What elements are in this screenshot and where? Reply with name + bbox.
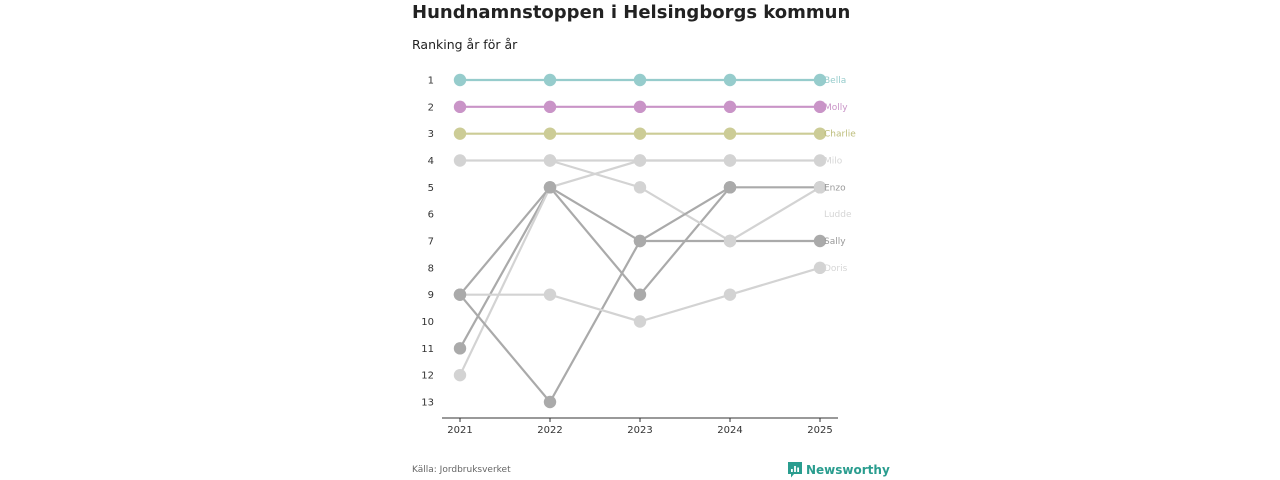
y-tick-12: 12 <box>421 371 434 382</box>
y-tick-4: 4 <box>428 156 434 167</box>
point-charlie-2-2022 <box>543 127 557 140</box>
point-doris-7-2025 <box>813 261 827 275</box>
point-charlie-2-2024 <box>723 127 737 140</box>
point-molly-1-2025 <box>813 100 827 114</box>
point-charlie-2-2021 <box>453 127 467 140</box>
x-axis: 2021 2022 2023 2024 2025 <box>442 417 838 436</box>
y-tick-2: 2 <box>428 102 434 113</box>
point-doris-7-2022 <box>543 288 557 301</box>
point-enzo-4-2023 <box>633 288 647 301</box>
page-subtitle: Ranking år för år <box>412 37 518 52</box>
y-tick-13: 13 <box>421 398 434 409</box>
y-tick-8: 8 <box>428 263 434 274</box>
point-bella-0-2021 <box>453 73 467 87</box>
x-tick-2024: 2024 <box>717 425 742 436</box>
point-molly-1-2024 <box>723 100 737 114</box>
point-sally-6-2022 <box>543 395 557 409</box>
y-tick-5: 5 <box>428 183 434 194</box>
point-bella-0-2022 <box>543 73 557 87</box>
brand-name: Newsworthy <box>806 463 890 477</box>
series-label-doris: Doris <box>824 264 848 274</box>
series-label-charlie: Charlie <box>824 130 856 140</box>
point-bella-0-2025 <box>813 73 827 87</box>
y-tick-10: 10 <box>421 317 434 328</box>
series-labels: Milo Enzo Ludde Sally Doris Bella Molly Charlie <box>824 76 856 274</box>
point-charlie-2-2023 <box>633 127 647 140</box>
page-title: Hundnamnstoppen i Helsingborgs kommun <box>412 2 851 23</box>
point-unnamed-8-2023 <box>633 181 647 194</box>
y-tick-11: 11 <box>421 344 434 355</box>
point-molly-1-2022 <box>543 100 557 114</box>
series-label-bella: Bella <box>824 76 846 86</box>
point-unnamed-8-2025 <box>813 181 827 194</box>
x-tick-2022: 2022 <box>537 425 562 436</box>
point-unnamed-8-2022 <box>543 154 557 167</box>
brand-logo[interactable]: Newsworthy <box>788 462 890 478</box>
series-points <box>453 73 827 409</box>
point-unnamed-9-2023 <box>633 234 647 248</box>
series-line-unnamed-9 <box>459 185 731 296</box>
point-doris-7-2024 <box>723 288 737 301</box>
series-label-sally: Sally <box>824 237 846 247</box>
series-label-ludde: Ludde <box>824 210 852 220</box>
point-unnamed-9-2024 <box>723 181 737 194</box>
series-label-milo: Milo <box>824 157 843 167</box>
y-tick-6: 6 <box>428 210 434 221</box>
newsworthy-logo-icon <box>788 462 802 478</box>
point-charlie-2-2025 <box>813 127 827 140</box>
y-tick-9: 9 <box>428 290 434 301</box>
point-enzo-4-2021 <box>453 342 467 355</box>
y-tick-7: 7 <box>428 237 434 248</box>
point-molly-1-2021 <box>453 100 467 114</box>
point-milo-3-2025 <box>813 154 827 167</box>
point-bella-0-2023 <box>633 73 647 87</box>
point-doris-7-2023 <box>633 315 647 328</box>
series-label-enzo: Enzo <box>824 183 846 193</box>
point-unnamed-8-2024 <box>723 234 737 248</box>
y-tick-1: 1 <box>428 76 434 87</box>
x-tick-2021: 2021 <box>447 425 472 436</box>
source-note: Källa: Jordbruksverket <box>412 465 511 475</box>
point-unnamed-9-2021 <box>453 288 467 301</box>
point-bella-0-2024 <box>723 73 737 87</box>
y-tick-3: 3 <box>428 129 434 140</box>
x-tick-2023: 2023 <box>627 425 652 436</box>
point-ludde-5-2023 <box>633 154 647 167</box>
point-milo-3-2021 <box>453 154 467 167</box>
x-tick-2025: 2025 <box>807 425 832 436</box>
point-unnamed-9-2022 <box>543 181 557 194</box>
point-molly-1-2023 <box>633 100 647 114</box>
series-line-unnamed-8 <box>549 159 821 243</box>
point-ludde-5-2024 <box>723 154 737 167</box>
series-label-molly: Molly <box>824 103 848 113</box>
point-sally-6-2025 <box>813 234 827 248</box>
point-ludde-5-2021 <box>453 368 467 382</box>
